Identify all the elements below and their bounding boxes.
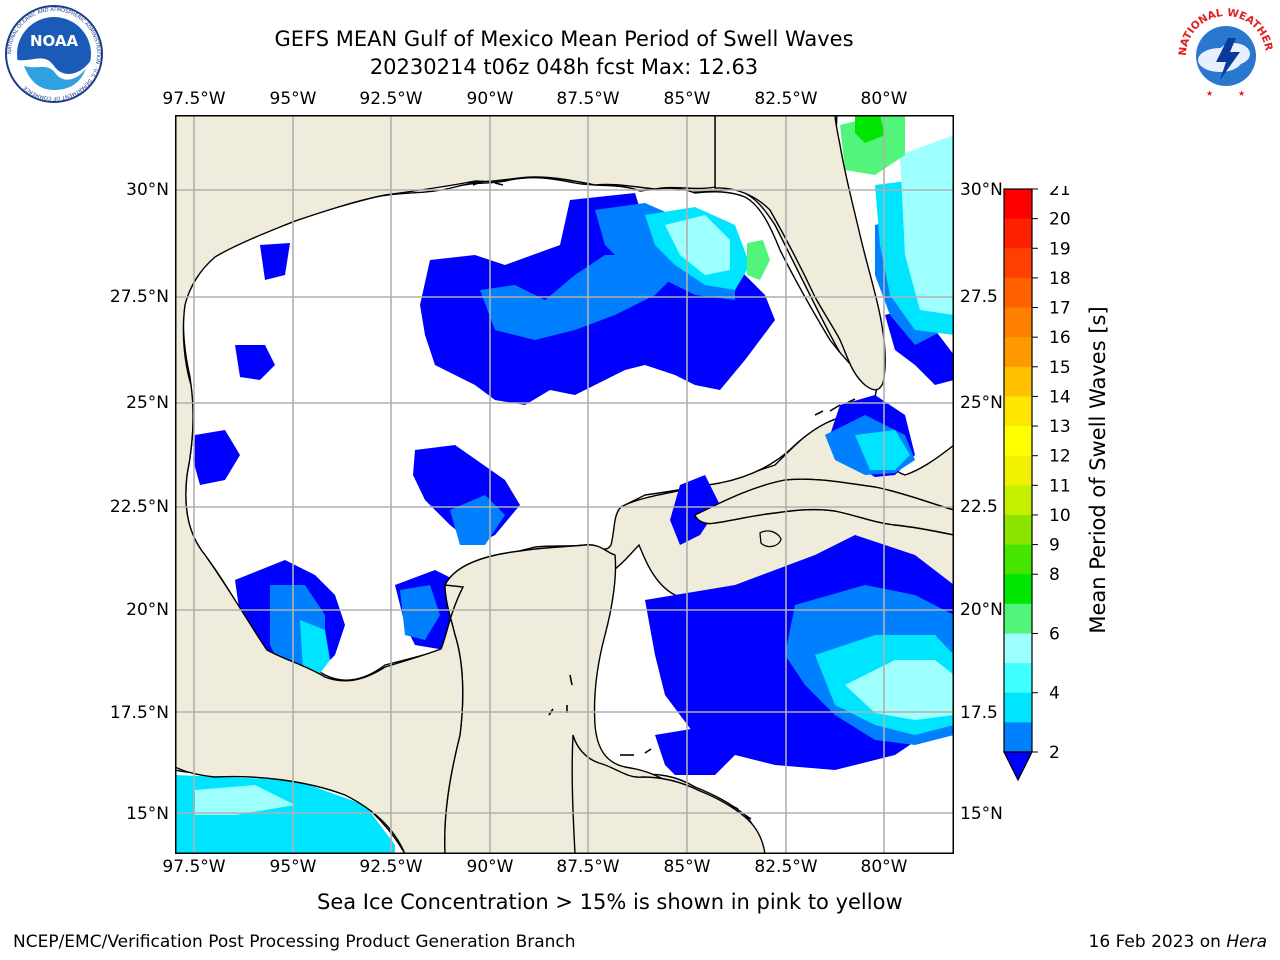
top-lon-label: 90°W bbox=[466, 89, 514, 109]
colorbar-frame bbox=[1003, 188, 1033, 753]
svg-text:★: ★ bbox=[1206, 89, 1213, 98]
left-lat-label: 22.5°N bbox=[109, 497, 169, 517]
colorbar-segment bbox=[1004, 544, 1032, 575]
colorbar-segment bbox=[1004, 307, 1032, 338]
colorbar-tick-label: 19 bbox=[1049, 239, 1071, 259]
colorbar-tick-label: 14 bbox=[1049, 387, 1071, 407]
footer-left: NCEP/EMC/Verification Post Processing Pr… bbox=[13, 932, 576, 952]
colorbar-tick-label: 20 bbox=[1049, 210, 1071, 230]
right-lat-label: 27.5 bbox=[960, 287, 998, 307]
colorbar-segment bbox=[1004, 455, 1032, 486]
left-lat-label: 27.5°N bbox=[109, 287, 169, 307]
colorbar-segment bbox=[1004, 366, 1032, 397]
top-lon-label: 85°W bbox=[663, 89, 711, 109]
map-panel bbox=[175, 115, 954, 854]
graticule bbox=[175, 115, 954, 854]
noaa-logo: NOAA NATIONAL OCEANIC AND ATMOSPHERIC AD… bbox=[4, 4, 104, 104]
colorbar-segment bbox=[1004, 514, 1032, 546]
svg-text:NOAA: NOAA bbox=[30, 32, 79, 50]
isla-juventud-land bbox=[759, 530, 782, 548]
bottom-lon-label: 80°W bbox=[860, 857, 908, 877]
right-lat-label: 22.5 bbox=[960, 497, 998, 517]
top-lon-label: 97.5°W bbox=[162, 89, 226, 109]
map-frame bbox=[175, 115, 954, 854]
left-lat-label: 25°N bbox=[126, 393, 169, 413]
footer-right: 16 Feb 2023 on Hera bbox=[1089, 932, 1267, 952]
colorbar-segment bbox=[1004, 189, 1032, 220]
footer-date: 16 Feb 2023 on bbox=[1088, 932, 1227, 952]
top-lon-label: 95°W bbox=[269, 89, 317, 109]
colorbar-segment bbox=[1004, 396, 1032, 427]
swell-field-4 bbox=[195, 135, 954, 815]
colorbar: 21 20 19 18 17 16 15 14 13 12 11 10 9 8 6 4 2 bbox=[1000, 180, 1090, 786]
right-lat-label: 15°N bbox=[960, 804, 1003, 824]
small-islands bbox=[472, 180, 856, 820]
bottom-lon-label: 97.5°W bbox=[162, 857, 226, 877]
colorbar-tick-label: 9 bbox=[1049, 536, 1060, 556]
svg-text:★: ★ bbox=[1238, 89, 1245, 98]
left-lat-label: 17.5°N bbox=[109, 703, 169, 723]
florida-land bbox=[714, 115, 886, 391]
colorbar-segment bbox=[1004, 337, 1032, 368]
top-lon-label: 87.5°W bbox=[556, 89, 620, 109]
colorbar-tick-label: 18 bbox=[1049, 269, 1071, 289]
colorbar-tick-label: 2 bbox=[1049, 743, 1060, 763]
mexico-land bbox=[175, 115, 716, 854]
colorbar-tick-label: 8 bbox=[1049, 565, 1060, 585]
central-america-land bbox=[571, 734, 766, 854]
sea-ice-note: Sea Ice Concentration > 15% is shown in … bbox=[317, 890, 903, 914]
bottom-lon-label: 92.5°W bbox=[359, 857, 423, 877]
left-lat-label: 20°N bbox=[126, 600, 169, 620]
right-lat-label: 17.5 bbox=[960, 703, 998, 723]
colorbar-segment bbox=[1004, 218, 1032, 249]
colorbar-tick-label: 13 bbox=[1049, 417, 1071, 437]
colorbar-segment bbox=[1004, 426, 1032, 457]
left-lat-label: 30°N bbox=[126, 180, 169, 200]
nws-logo: NATIONAL WEATHER SERVICE ★ ★ bbox=[1172, 0, 1276, 104]
colorbar-segment bbox=[1004, 485, 1032, 516]
colorbar-tick-label: 16 bbox=[1049, 328, 1071, 348]
colorbar-tick-label: 15 bbox=[1049, 358, 1071, 378]
colorbar-tick-label: 21 bbox=[1049, 186, 1071, 200]
bottom-lon-label: 90°W bbox=[466, 857, 514, 877]
colorbar-segment bbox=[1004, 633, 1032, 664]
colorbar-tick-label: 17 bbox=[1049, 299, 1071, 319]
chart-title-line1: GEFS MEAN Gulf of Mexico Mean Period of … bbox=[274, 27, 854, 51]
footer-host: Hera bbox=[1226, 932, 1267, 952]
left-lat-label: 15°N bbox=[126, 804, 169, 824]
bottom-lon-label: 85°W bbox=[663, 857, 711, 877]
colorbar-segment bbox=[1004, 248, 1032, 279]
colorbar-segment bbox=[1004, 277, 1032, 309]
colorbar-tick-label: 12 bbox=[1049, 447, 1071, 467]
top-lon-label: 80°W bbox=[860, 89, 908, 109]
swell-field-6 bbox=[855, 115, 885, 143]
colorbar-segment bbox=[1004, 574, 1032, 605]
right-lat-label: 30°N bbox=[960, 180, 1003, 200]
colorbar-tick-label: 6 bbox=[1049, 624, 1060, 644]
bottom-lon-label: 95°W bbox=[269, 857, 317, 877]
right-lat-label: 25°N bbox=[960, 393, 1003, 413]
colorbar-svg: 21 20 19 18 17 16 15 14 13 12 11 10 9 8 6 4 2 bbox=[1003, 180, 1071, 782]
colorbar-tick-label: 11 bbox=[1049, 476, 1071, 496]
colorbar-extend-triangle bbox=[1003, 751, 1033, 782]
colorbar-segment bbox=[1004, 603, 1032, 634]
colorbar-segment bbox=[1004, 692, 1032, 723]
map-svg bbox=[175, 115, 954, 854]
bottom-lon-label: 87.5°W bbox=[556, 857, 620, 877]
chart-title-line2: 20230214 t06z 048h fcst Max: 12.63 bbox=[369, 55, 759, 79]
colorbar-segment bbox=[1004, 722, 1032, 753]
top-lon-label: 92.5°W bbox=[359, 89, 423, 109]
colorbar-tick-label: 10 bbox=[1049, 506, 1071, 526]
colorbar-tick-label: 4 bbox=[1049, 684, 1060, 704]
right-lat-label: 20°N bbox=[960, 600, 1003, 620]
bottom-lon-label: 82.5°W bbox=[754, 857, 818, 877]
colorbar-segment bbox=[1004, 663, 1032, 694]
colorbar-label: Mean Period of Swell Waves [s] bbox=[1086, 306, 1110, 634]
top-lon-label: 82.5°W bbox=[754, 89, 818, 109]
